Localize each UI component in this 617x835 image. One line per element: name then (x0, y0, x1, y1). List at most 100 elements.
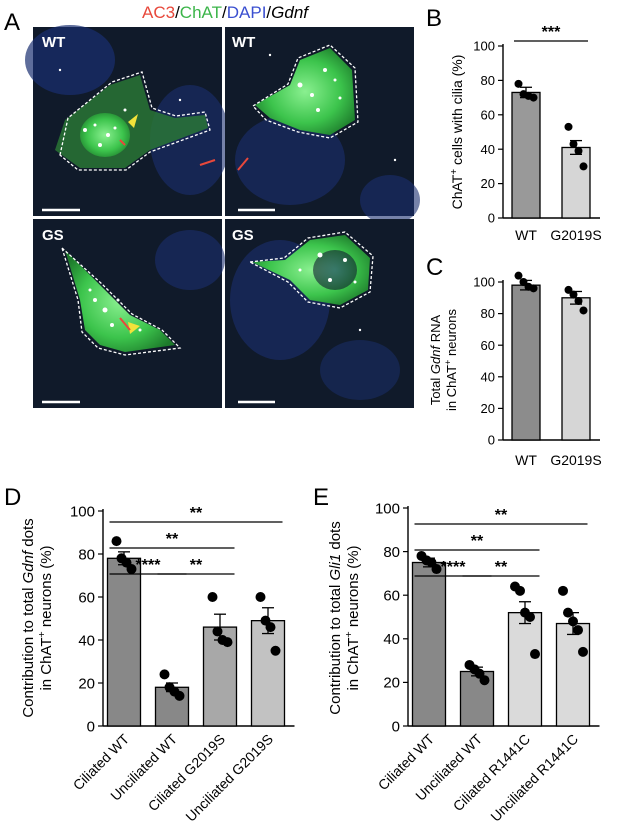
data-point (515, 585, 525, 596)
data-point (569, 290, 578, 299)
data-point (569, 140, 578, 149)
significance-label: ** (190, 557, 203, 574)
significance-label: ** (495, 507, 508, 524)
x-tick-label: WT (515, 227, 537, 243)
data-point (579, 162, 588, 171)
micrograph-gs-1: GS (33, 219, 225, 408)
significance-label: ** (190, 505, 203, 522)
y-axis-label: ChAT+ cells with cilia (%) (449, 55, 466, 210)
data-point (514, 271, 523, 280)
data-point (564, 285, 573, 294)
title-gdnf: Gdnf (271, 3, 310, 22)
image-label: WT (42, 34, 65, 51)
bar (511, 284, 541, 441)
bar (250, 620, 286, 727)
y-tick-label: 0 (87, 718, 95, 735)
bar (106, 557, 142, 727)
data-point (529, 93, 538, 102)
bar (507, 611, 543, 727)
data-point (578, 646, 588, 657)
data-point (431, 564, 442, 575)
data-point (270, 645, 281, 656)
panel-a-title: AC3/ChAT/DAPI/Gdnf (142, 3, 310, 22)
y-tick-label: 20 (481, 401, 495, 416)
title-chat: ChAT (180, 3, 222, 22)
panel-letter-a: A (4, 9, 20, 36)
y-tick-label: 80 (481, 73, 495, 88)
data-point (126, 564, 137, 575)
data-point (222, 637, 233, 648)
data-point (525, 612, 535, 622)
arrowhead-icon (128, 322, 140, 334)
image-label: GS (232, 227, 254, 244)
y-tick-label: 0 (488, 211, 495, 226)
micrograph-grid: WT WT GS (25, 25, 420, 408)
micrograph-wt-2: WT (225, 27, 420, 225)
title-sep-3: / (266, 3, 271, 22)
data-point (159, 669, 170, 680)
y-tick-label: 60 (481, 338, 495, 353)
data-point (265, 622, 276, 633)
bar (411, 561, 447, 727)
significance-label: **** (441, 559, 467, 576)
significance-label: ** (166, 531, 179, 548)
image-label: WT (232, 34, 255, 51)
y-tick-label: 100 (473, 275, 495, 290)
y-axis-label-line: Contribution to total Gli1 dots (327, 521, 344, 714)
panel-letter-d: D (4, 484, 21, 511)
data-point (564, 122, 573, 131)
significance-label: ** (495, 559, 508, 576)
micrograph-gs-2: GS (225, 219, 414, 408)
y-axis-label-line: Contribution to total Gdnf dots (20, 518, 37, 717)
data-point (574, 296, 583, 305)
data-point (573, 625, 583, 636)
y-tick-label: 20 (481, 176, 495, 191)
y-tick-label: 20 (78, 675, 95, 692)
y-tick-label: 0 (392, 718, 400, 735)
data-point (479, 675, 490, 686)
data-point (558, 585, 568, 596)
y-tick-label: 40 (383, 631, 400, 648)
arrowhead-icon (128, 114, 138, 128)
title-sep-2: / (222, 3, 227, 22)
y-tick-label: 40 (481, 369, 495, 384)
data-point (207, 592, 218, 602)
x-tick-label: G2019S (550, 227, 601, 243)
data-point (568, 616, 578, 627)
y-tick-label: 40 (78, 632, 95, 649)
y-axis-label-line: Total Gdnf RNA (428, 315, 443, 406)
y-tick-label: 100 (473, 39, 495, 54)
data-point (514, 79, 523, 88)
y-tick-label: 40 (481, 142, 495, 157)
data-point (529, 284, 538, 293)
y-tick-label: 60 (383, 587, 400, 604)
data-point (579, 306, 588, 315)
micrograph-wt-1: WT (25, 25, 230, 216)
y-tick-label: 60 (78, 589, 95, 606)
x-tick-label: Unciliated R1441C (487, 731, 581, 825)
title-dapi: DAPI (227, 3, 267, 22)
y-tick-label: 60 (481, 107, 495, 122)
y-tick-label: 80 (481, 306, 495, 321)
y-axis-label-line: in ChAT+ neurons (%) (36, 545, 55, 690)
bar (459, 670, 495, 727)
data-point (530, 649, 540, 660)
data-point (255, 592, 266, 602)
data-point (212, 626, 223, 637)
bar (511, 91, 541, 219)
data-point (174, 690, 185, 701)
panel-letter-c: C (426, 254, 443, 281)
x-tick-label: WT (515, 452, 537, 468)
x-tick-label: Unciliated G2019S (182, 731, 276, 825)
significance-label: **** (136, 557, 162, 574)
panel-letter-e: E (313, 484, 329, 511)
y-tick-label: 100 (70, 503, 95, 520)
title-ac3: AC3 (142, 3, 175, 22)
title-sep-1: / (175, 3, 180, 22)
y-tick-label: 100 (375, 500, 400, 517)
bar (561, 297, 591, 441)
